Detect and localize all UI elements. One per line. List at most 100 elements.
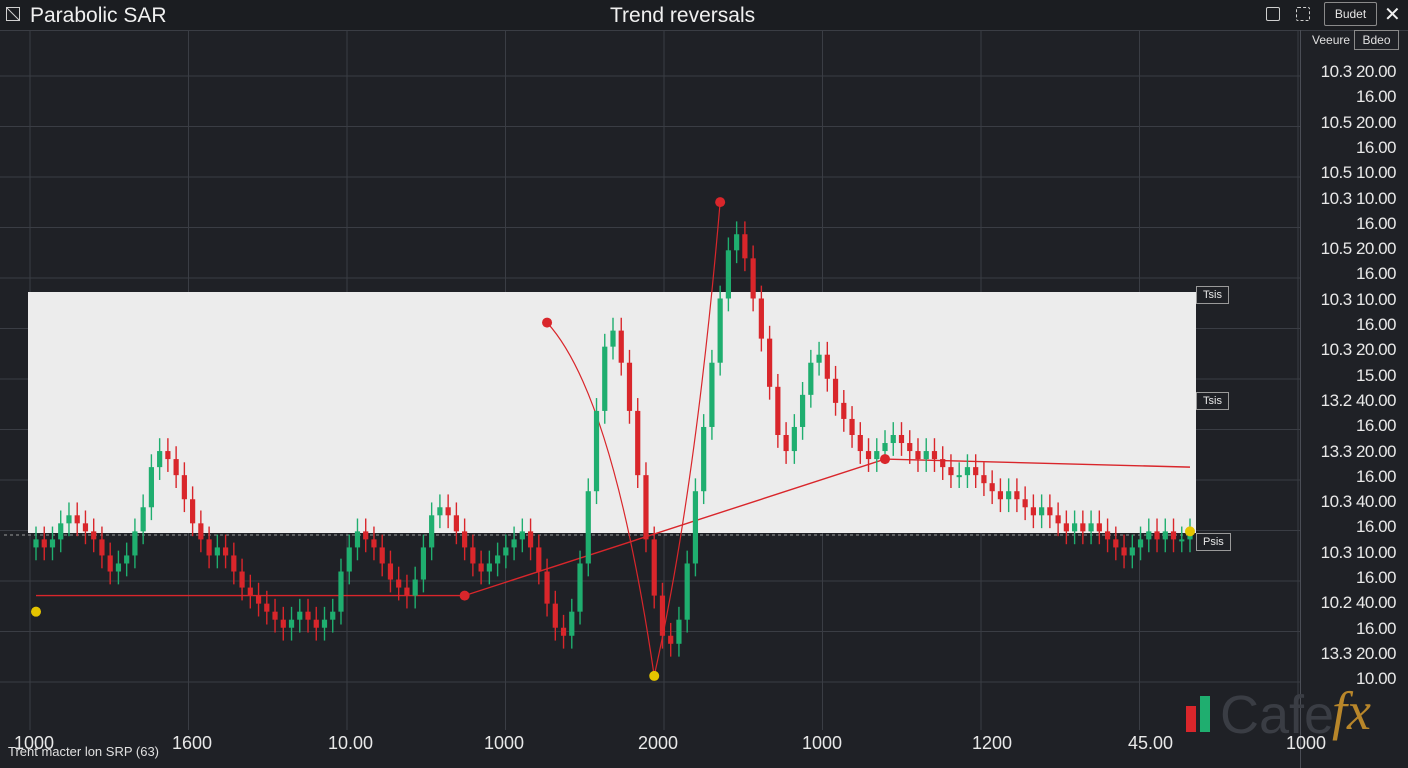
candle-body — [626, 362, 633, 411]
time-axis-label: 1000 — [14, 733, 55, 753]
price-axis-label: 15.00 — [1355, 365, 1397, 385]
candle-body — [1088, 523, 1094, 532]
candle-body — [264, 603, 270, 612]
range-tag-top: Tsis — [1196, 286, 1229, 304]
price-axis-label: 10.5 20.00 — [1320, 112, 1397, 132]
candle-body — [140, 507, 146, 532]
candle-body — [157, 451, 163, 468]
candle-body — [527, 531, 534, 548]
candle-body — [799, 394, 806, 427]
candle-body — [898, 435, 905, 444]
candle-body — [973, 467, 979, 476]
candle-body — [371, 539, 377, 548]
candle-body — [346, 547, 352, 572]
candle-body — [808, 362, 814, 395]
candle-body — [717, 298, 723, 363]
candle-body — [1104, 531, 1111, 540]
candle-body — [453, 515, 459, 532]
candle-body — [297, 611, 303, 620]
price-axis-label: 16.00 — [1355, 517, 1397, 537]
time-axis-label: 45.00 — [1128, 733, 1174, 753]
candle-body — [676, 619, 682, 644]
candle-body — [437, 507, 443, 516]
candle-body — [99, 539, 105, 556]
candle-body — [1063, 523, 1069, 532]
chart-icon[interactable] — [6, 7, 20, 21]
candle-body — [445, 507, 451, 516]
candle-body — [865, 451, 872, 460]
candle-body — [420, 547, 427, 580]
candle-body — [1121, 547, 1127, 556]
candle-body — [1129, 547, 1135, 556]
price-axis-separator — [1300, 30, 1301, 768]
candle-body — [1047, 507, 1053, 516]
logo-bar-red — [1186, 706, 1196, 732]
candle-body — [1022, 499, 1028, 508]
candle-body — [338, 571, 344, 612]
candle-body — [429, 515, 435, 548]
candle-body — [668, 635, 674, 644]
candle-body — [313, 619, 319, 628]
candle-body — [948, 467, 954, 476]
header-button[interactable]: Budet — [1324, 2, 1377, 26]
candle-body — [330, 611, 336, 620]
price-axis-label: 10.3 10.00 — [1320, 542, 1397, 562]
price-axis-label: 16.00 — [1355, 618, 1397, 638]
candle-body — [1096, 523, 1102, 532]
export-icon[interactable] — [1296, 7, 1310, 21]
price-axis-label: 16.00 — [1355, 137, 1397, 157]
candle-body — [997, 491, 1004, 500]
candle-body — [470, 547, 476, 564]
price-axis-label: 16.00 — [1355, 87, 1397, 107]
candle-body — [824, 354, 830, 379]
candle-body — [115, 563, 122, 572]
candle-body — [635, 410, 641, 476]
candle-body — [618, 330, 624, 363]
logo-text: Cafe — [1220, 685, 1335, 745]
candle-body — [907, 443, 913, 452]
candle-body — [569, 611, 575, 636]
candle-body — [181, 475, 187, 500]
candle-body — [709, 362, 715, 427]
candle-body — [107, 555, 113, 572]
lock-icon[interactable] — [1266, 7, 1280, 21]
sar-dot — [31, 606, 41, 617]
range-panel — [28, 292, 1196, 533]
price-axis-label: 10.5 10.00 — [1320, 163, 1397, 183]
candle-body — [222, 547, 229, 556]
price-chart[interactable] — [0, 30, 1300, 730]
price-axis-label: 13.3 20.00 — [1320, 643, 1397, 663]
candle-body — [280, 619, 286, 628]
candle-body — [643, 475, 649, 540]
candle-body — [791, 426, 797, 452]
candle-body — [404, 587, 410, 596]
time-axis-label: 1200 — [972, 733, 1013, 753]
candle-body — [214, 547, 220, 556]
candle-body — [1146, 531, 1152, 540]
sar-arc-down — [546, 322, 655, 676]
candle-body — [964, 467, 971, 476]
candle-body — [841, 402, 847, 419]
candle-body — [577, 563, 583, 612]
candle-body — [503, 547, 509, 556]
candle-body — [1039, 507, 1045, 516]
candle-body — [783, 435, 789, 452]
chart-title: Trend reversals — [610, 4, 756, 27]
candle-body — [206, 539, 212, 556]
candle-body — [849, 418, 855, 435]
logo-bar-green — [1200, 696, 1210, 732]
candle-body — [602, 346, 608, 411]
app-title: Parabolic SAR — [30, 4, 167, 27]
candle-body — [758, 298, 764, 339]
candle-body — [874, 451, 880, 460]
candle-body — [544, 571, 550, 604]
candle-body — [511, 539, 517, 548]
candle-body — [412, 579, 418, 596]
candle-body — [387, 563, 394, 580]
price-axis-header-right[interactable]: Bdeo — [1354, 30, 1399, 50]
candle-body — [981, 475, 987, 484]
candle-body — [1030, 507, 1036, 516]
candle-body — [832, 378, 839, 403]
close-icon[interactable]: ✕ — [1384, 4, 1401, 26]
range-tag-bottom: Psis — [1196, 533, 1231, 551]
